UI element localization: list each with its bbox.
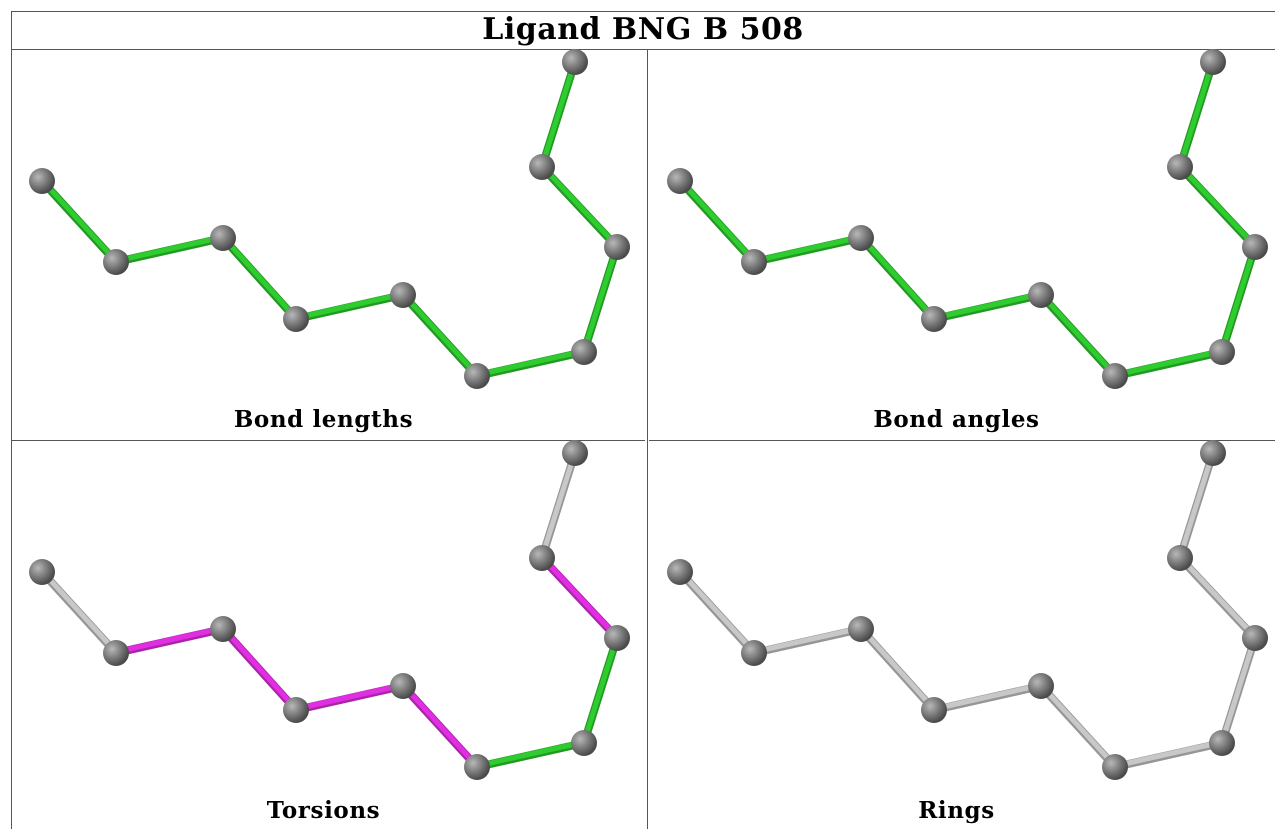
atom-8 (1242, 234, 1268, 260)
caption-bond-angles: Bond angles (873, 406, 1040, 433)
atom-10 (1200, 49, 1226, 75)
atom-1 (667, 168, 693, 194)
caption-rings: Rings (918, 797, 995, 824)
atom-3 (210, 225, 236, 251)
column-divider (647, 49, 648, 829)
bond-4-5 (293, 682, 406, 712)
top-border (11, 11, 1275, 12)
left-border (11, 11, 12, 829)
bond-7-8 (581, 634, 620, 745)
molecule-bond-lengths (29, 49, 630, 389)
atom-4 (921, 306, 947, 332)
bond-1-2 (39, 568, 119, 655)
bond-2-3 (113, 234, 226, 264)
atom-7 (1209, 730, 1235, 756)
panel-torsions: Torsions (0, 391, 647, 829)
bond-3-4 (858, 234, 937, 321)
bond-3-4 (220, 234, 299, 321)
bond-6-7 (474, 348, 587, 378)
atom-1 (29, 559, 55, 585)
atom-2 (741, 640, 767, 666)
atom-9 (529, 545, 555, 571)
panel-rings: Rings (638, 391, 1275, 829)
atom-1 (667, 559, 693, 585)
bond-5-6 (1038, 682, 1118, 769)
atom-3 (848, 225, 874, 251)
bond-2-3 (113, 625, 226, 655)
atom-10 (1200, 440, 1226, 466)
atom-4 (283, 306, 309, 332)
bond-3-4 (220, 625, 299, 712)
atom-2 (741, 249, 767, 275)
atom-5 (390, 282, 416, 308)
bond-2-3 (751, 234, 864, 264)
atom-8 (1242, 625, 1268, 651)
atom-4 (921, 697, 947, 723)
atom-9 (529, 154, 555, 180)
bond-7-8 (1219, 634, 1258, 745)
atom-7 (571, 339, 597, 365)
atom-1 (29, 168, 55, 194)
atom-5 (390, 673, 416, 699)
bond-6-7 (1112, 348, 1225, 378)
bond-9-10 (1177, 449, 1216, 560)
bond-8-9 (539, 554, 620, 640)
atom-2 (103, 249, 129, 275)
bond-9-10 (1177, 58, 1216, 169)
atom-8 (604, 625, 630, 651)
atom-3 (848, 616, 874, 642)
atom-10 (562, 440, 588, 466)
row-divider-left (11, 440, 645, 441)
panel-bond-angles: Bond angles (638, 0, 1275, 440)
atom-6 (1102, 363, 1128, 389)
bond-9-10 (539, 58, 578, 169)
atom-5 (1028, 673, 1054, 699)
bond-4-5 (931, 291, 1044, 321)
bond-2-3 (751, 625, 864, 655)
bond-7-8 (581, 243, 620, 354)
bond-6-7 (474, 739, 587, 769)
bond-5-6 (400, 682, 480, 769)
atom-6 (464, 754, 490, 780)
row-divider-right (649, 440, 1275, 441)
atom-8 (604, 234, 630, 260)
bond-6-7 (1112, 739, 1225, 769)
atom-4 (283, 697, 309, 723)
bond-5-6 (400, 291, 480, 378)
bond-4-5 (931, 682, 1044, 712)
bond-8-9 (1177, 554, 1258, 640)
atom-5 (1028, 282, 1054, 308)
caption-bond-lengths: Bond lengths (233, 406, 414, 433)
bond-1-2 (677, 177, 757, 264)
bond-1-2 (677, 568, 757, 655)
atom-9 (1167, 154, 1193, 180)
figure-title: Ligand BNG B 508 (482, 12, 804, 47)
bond-4-5 (293, 291, 406, 321)
caption-torsions: Torsions (266, 797, 381, 824)
atom-6 (1102, 754, 1128, 780)
atom-7 (1209, 339, 1235, 365)
atom-2 (103, 640, 129, 666)
bond-8-9 (1177, 163, 1258, 249)
title-divider (11, 49, 1275, 50)
bond-9-10 (539, 449, 578, 560)
molecule-torsions (29, 440, 630, 780)
bond-7-8 (1219, 243, 1258, 354)
molecule-rings (667, 440, 1268, 780)
bond-5-6 (1038, 291, 1118, 378)
bond-1-2 (39, 177, 119, 264)
atom-3 (210, 616, 236, 642)
molecule-bond-angles (667, 49, 1268, 389)
atom-7 (571, 730, 597, 756)
atom-10 (562, 49, 588, 75)
atom-9 (1167, 545, 1193, 571)
atom-6 (464, 363, 490, 389)
bond-8-9 (539, 163, 620, 249)
panel-bond-lengths: Bond lengths (0, 0, 647, 440)
bond-3-4 (858, 625, 937, 712)
